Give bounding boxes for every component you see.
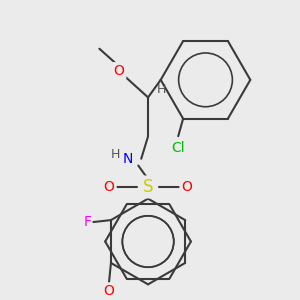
Text: O: O — [182, 180, 192, 194]
Text: S: S — [143, 178, 153, 196]
Text: F: F — [83, 215, 92, 229]
Text: O: O — [113, 64, 124, 78]
Text: H: H — [110, 148, 120, 161]
Text: O: O — [104, 180, 115, 194]
Text: H: H — [157, 83, 166, 96]
Text: N: N — [123, 152, 134, 166]
Text: O: O — [103, 284, 114, 298]
Text: Cl: Cl — [171, 141, 185, 155]
